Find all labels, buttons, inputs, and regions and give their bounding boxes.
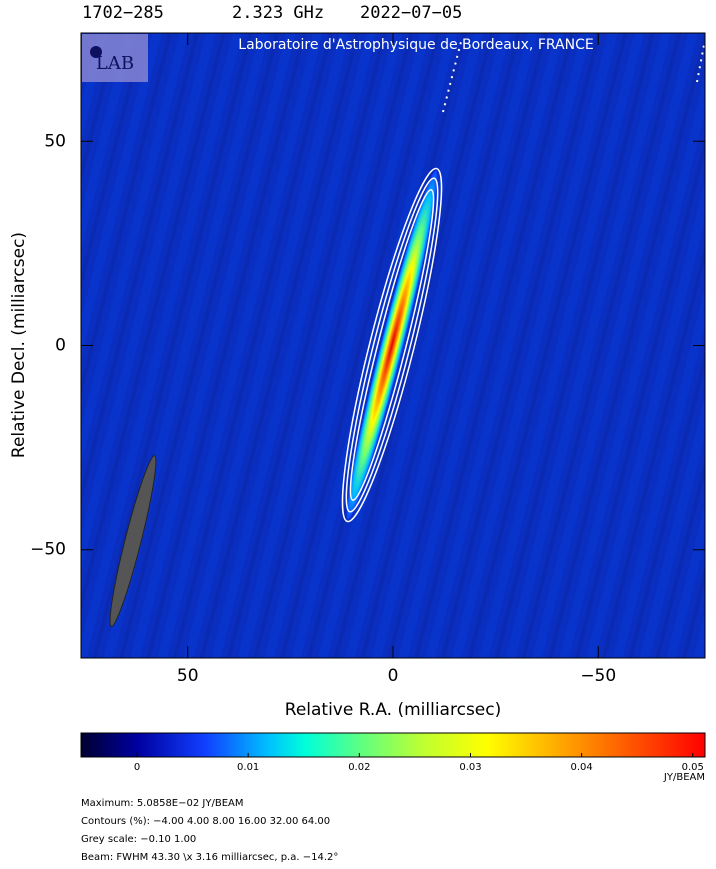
x-tick-label: 50	[177, 666, 199, 686]
contour	[341, 167, 443, 523]
logo-box	[82, 34, 148, 82]
contour	[345, 177, 439, 513]
logo: LAB	[96, 53, 134, 74]
colorbar-tick-label: 0.02	[348, 762, 370, 773]
map: LAB Laboratoire d'Astrophysique de Borde…	[80, 32, 706, 659]
footer-beam: Beam: FWHM 43.30 \x 3.16 milliarcsec, p.…	[81, 852, 338, 863]
x-axis-label: Relative R.A. (milliarcsec)	[285, 700, 501, 720]
source	[341, 167, 443, 523]
footer-maximum: Maximum: 5.0858E−02 JY/BEAM	[81, 798, 244, 809]
x-tick-label: −50	[580, 666, 616, 686]
footer-grey-scale: Grey scale: −0.10 1.00	[81, 834, 196, 845]
colorbar-tick-label: 0.03	[459, 762, 481, 773]
chart-title: Laboratoire d'Astrophysique de Bordeaux,…	[238, 37, 593, 53]
x-tick-label: 0	[388, 666, 399, 686]
colorbar-unit: JY/BEAM	[663, 772, 705, 783]
y-tick-label: 0	[55, 336, 66, 356]
negative-contour	[442, 37, 705, 113]
footer-contours: Contours (%): −4.00 4.00 8.00 16.00 32.0…	[81, 816, 330, 827]
y-tick-label: −50	[30, 540, 66, 560]
colorbar-tick-label: 0.05	[682, 762, 704, 773]
y-tick-label: 50	[44, 131, 66, 151]
colorbar	[80, 732, 706, 758]
date: 2022−07−05	[360, 3, 462, 23]
y-axis-label: Relative Decl. (milliarcsec)	[9, 232, 29, 458]
source-name: 1702−285	[82, 3, 164, 23]
logo-planet	[90, 46, 102, 58]
colorbar-tick-label: 0.01	[237, 762, 259, 773]
beam	[109, 455, 157, 627]
contour	[349, 189, 435, 501]
colorbar-tick-label: 0.04	[570, 762, 592, 773]
source-emission	[346, 170, 438, 520]
frequency: 2.323 GHz	[232, 3, 324, 23]
colorbar-tick-label: 0	[134, 762, 140, 773]
